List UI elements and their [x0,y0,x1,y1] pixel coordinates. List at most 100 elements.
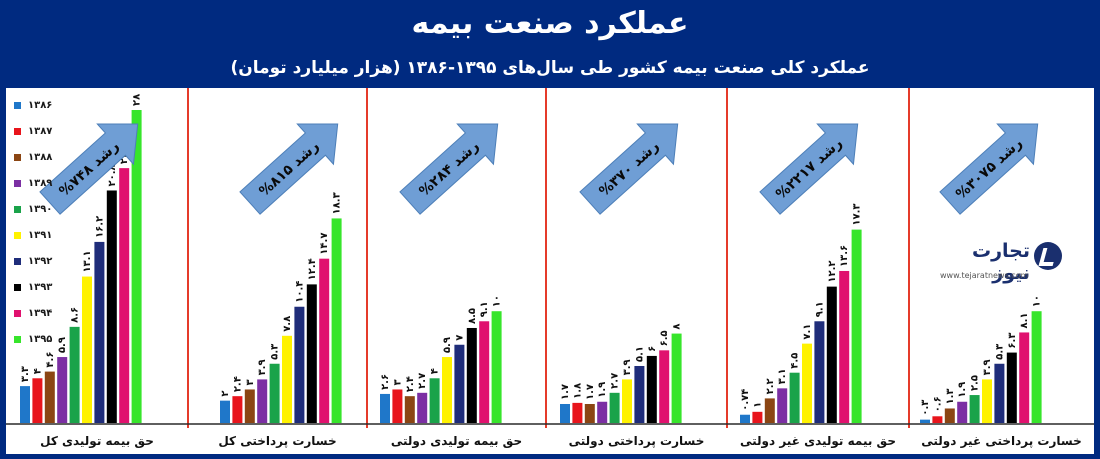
bar-value-label: ۲ [220,391,231,397]
legend-swatch [14,257,21,265]
bar-value-label: ۱.۹ [957,382,968,398]
bar [1031,311,1042,423]
bar-value-label: ۱.۷ [560,384,571,400]
bar-value-label: ۱.۸ [572,383,583,399]
bar [417,392,428,423]
category-label: خسارت پرداختی غیر دولتی [921,434,1082,449]
bar [57,357,68,423]
legend-label: ۱۳۹۳ [28,281,53,293]
legend-item: ۱۳۸۷ [14,118,74,144]
bar [789,372,800,423]
bar [1019,332,1030,423]
growth-arrow-shape [759,123,859,215]
growth-label: رشد ۳۰۷۵% [953,135,1025,202]
bar [609,392,620,423]
legend-swatch [14,309,21,317]
bar-value-label: ۴.۶ [45,352,56,368]
bar-value-label: ۲.۶ [380,374,391,390]
growth-arrow-icon: رشد ۳۷۰% [579,123,679,215]
bar-value-label: ۸.۱ [1019,312,1030,328]
growth-arrow-shape [939,123,1039,215]
bar [994,363,1005,423]
bar-value-label: ۱۳.۱ [82,250,93,272]
bar [331,218,342,423]
bar [969,395,980,423]
bar-value-label: ۰.۳ [920,400,931,416]
bar-value-label: ۹.۱ [479,301,490,317]
growth-arrow-shape [399,123,499,215]
bar [659,350,670,423]
bar [740,414,750,423]
bar [429,378,440,423]
bar [82,276,92,423]
legend-item: ۱۳۹۲ [14,248,74,274]
bar-value-label: ۴ [32,368,43,374]
bar [646,355,657,423]
bar-value-label: ۲.۲ [765,378,776,394]
bar-value-label: ۱۶.۲ [94,216,105,238]
legend-swatch [14,127,21,135]
bar-value-label: ۱۲.۲ [827,261,838,283]
legend-item: ۱۳۹۴ [14,300,74,326]
bar [839,270,850,423]
bar-value-label: ۷ [454,335,465,341]
bar [282,335,292,423]
bar-value-label: ۳.۱ [777,368,788,384]
legend-item: ۱۳۹۱ [14,222,74,248]
bar [802,343,812,423]
bar [94,241,105,423]
growth-arrow-icon: رشد ۳۰۷۵% [939,123,1039,215]
bar-value-label: ۶.۵ [659,330,670,346]
category-label: خسارت پرداختی کل [218,434,336,448]
growth-arrow-shape [39,123,139,215]
bar [597,401,608,423]
bar-value-label: ۵.۳ [270,344,281,360]
bar [826,286,837,423]
bar-value-label: ۳.۹ [257,359,268,375]
bar [932,416,943,423]
logo-name: تجارت نیوز [972,240,1030,284]
bar [920,419,930,423]
bar [131,110,142,423]
bar-value-label: ۴.۵ [790,353,801,369]
bar-value-label: ۴ [430,368,441,374]
bar-value-label: ۸.۶ [70,307,81,323]
logo-mark-icon [1034,242,1062,270]
bar-value-label: ۱۳.۶ [839,245,850,267]
bar-value-label: ۰.۶ [932,396,943,412]
bar [269,363,280,423]
legend-label: ۱۳۹۱ [28,229,53,241]
legend-swatch [14,283,21,291]
bar [404,396,415,423]
legend-item: ۱۳۹۰ [14,196,74,222]
bar [69,326,80,423]
legend-item: ۱۳۹۳ [14,274,74,300]
category-label: حق بیمه تولیدی کل [40,434,154,449]
bar-value-label: ۲۸ [132,94,143,106]
bar-value-label: ۳ [392,379,403,385]
bar [764,398,775,423]
bar-value-label: ۱ [752,402,763,408]
bar [257,379,268,423]
bar [851,229,862,423]
bar-value-label: ۱.۹ [597,382,608,398]
bar [244,389,255,423]
bar-value-label: ۵.۹ [57,337,68,353]
bar [380,393,390,423]
bar [32,378,43,423]
legend-item: ۱۳۹۵ [14,326,74,352]
bar-value-label: ۱۰.۴ [294,281,305,303]
bar [44,371,55,423]
bar [294,306,305,423]
bar-value-label: ۱۸.۳ [332,192,343,214]
bar-value-label: ۸ [672,323,683,329]
bar [560,403,570,423]
bar [1006,352,1017,423]
bar-value-label: ۸.۵ [467,308,478,324]
category-label: حق بیمه تولیدی غیر دولتی [740,434,896,449]
bar-value-label: ۵.۹ [442,337,453,353]
chart-subtitle: عملکرد کلی صنعت بیمه کشور طی سال‌های ۱۳۹… [230,58,870,78]
bar-value-label: ۱.۷ [585,384,596,400]
bar-value-label: ۱۷.۳ [852,204,863,226]
